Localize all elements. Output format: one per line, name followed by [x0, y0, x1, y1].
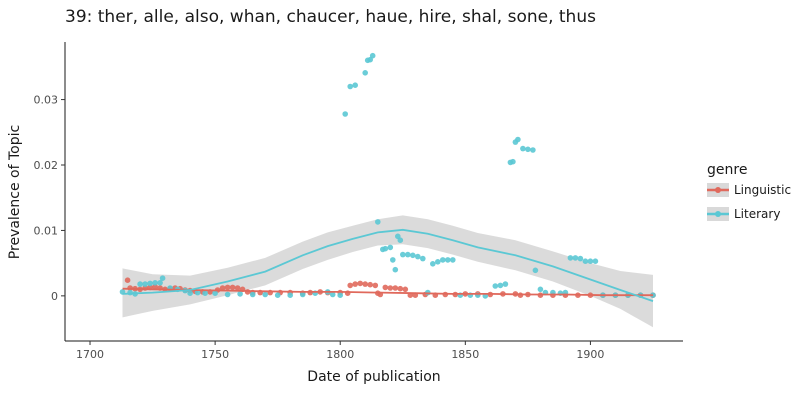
data-point-literary	[159, 275, 166, 282]
data-point-literary	[352, 82, 359, 88]
x-tick-label: 1700	[76, 348, 104, 361]
data-point-literary	[157, 280, 163, 286]
data-point-literary	[520, 145, 526, 152]
data-point-literary	[415, 253, 421, 260]
data-point-literary	[367, 56, 374, 63]
data-point-literary	[147, 280, 153, 287]
data-point-literary	[577, 255, 584, 262]
y-tick-label: 0.01	[34, 224, 59, 237]
data-point-linguistic	[124, 277, 131, 284]
data-point-linguistic	[367, 281, 374, 288]
data-point-literary	[337, 292, 344, 299]
data-point-literary	[202, 290, 208, 297]
data-point-literary	[532, 267, 539, 274]
data-point-literary	[142, 281, 148, 287]
data-point-literary	[525, 146, 531, 153]
x-tick-label: 1750	[201, 348, 229, 361]
data-point-literary	[572, 255, 579, 261]
data-point-literary	[400, 251, 406, 258]
data-point-literary	[329, 291, 336, 298]
data-point-literary	[342, 111, 349, 117]
data-point-literary	[582, 258, 589, 265]
data-point-literary	[249, 291, 256, 298]
legend-key-dot-linguistic	[715, 187, 721, 193]
data-point-literary	[347, 83, 354, 90]
data-point-literary	[212, 290, 218, 297]
data-point-literary	[497, 282, 504, 289]
data-point-literary	[224, 291, 231, 298]
data-point-literary	[274, 292, 281, 299]
y-tick-label: 0	[51, 290, 58, 303]
plot-area: 1700 1750 1800 1850 1900 0 0.01 0.02 0.03	[34, 42, 683, 361]
confidence-band-literary	[122, 215, 653, 328]
y-tick-label: 0.02	[34, 159, 59, 172]
data-point-literary	[515, 136, 521, 143]
data-point-linguistic	[357, 280, 364, 287]
data-point-literary	[492, 283, 499, 289]
data-point-literary	[537, 286, 544, 293]
data-point-linguistic	[152, 283, 158, 290]
legend: genre Linguistic Literary	[707, 162, 791, 221]
legend-key-dot-literary	[715, 211, 721, 217]
data-point-literary	[405, 251, 411, 258]
data-point-literary	[194, 289, 201, 296]
data-point-literary	[530, 147, 536, 153]
legend-label-linguistic: Linguistic	[734, 183, 791, 197]
data-point-linguistic	[392, 285, 399, 291]
data-point-literary	[420, 255, 426, 262]
data-point-literary	[237, 291, 243, 297]
data-point-literary	[152, 280, 158, 286]
data-point-linguistic	[347, 282, 354, 289]
data-point-literary	[362, 70, 369, 76]
legend-label-literary: Literary	[734, 207, 780, 221]
data-point-literary	[392, 266, 399, 273]
data-point-literary	[410, 252, 416, 259]
data-point-linguistic	[229, 284, 236, 291]
data-point-linguistic	[224, 284, 231, 291]
data-point-linguistic	[362, 281, 369, 287]
data-point-literary	[262, 291, 269, 298]
data-point-literary	[592, 258, 599, 265]
data-point-literary	[375, 219, 381, 225]
data-point-literary	[287, 292, 294, 299]
data-point-linguistic	[219, 285, 226, 291]
data-point-literary	[430, 261, 436, 267]
data-point-linguistic	[397, 285, 404, 292]
data-point-literary	[587, 258, 594, 265]
data-point-linguistic	[352, 281, 359, 287]
data-point-literary	[299, 291, 306, 298]
data-point-literary	[567, 255, 574, 261]
data-point-linguistic	[387, 285, 394, 291]
x-tick-label: 1900	[576, 348, 604, 361]
data-point-literary	[390, 257, 396, 263]
x-axis-title: Date of publication	[307, 369, 440, 385]
data-point-linguistic	[234, 285, 241, 291]
legend-title: genre	[707, 162, 747, 178]
data-point-literary	[440, 257, 446, 263]
data-point-literary	[510, 158, 516, 165]
data-point-linguistic	[402, 286, 409, 293]
data-point-literary	[445, 257, 451, 263]
chart-title: 39: ther, alle, also, whan, chaucer, hau…	[65, 7, 596, 27]
data-point-literary	[387, 244, 394, 251]
data-point-linguistic	[372, 282, 379, 289]
data-point-literary	[397, 237, 404, 243]
x-tick-label: 1800	[326, 348, 354, 361]
y-axis-title: Prevalence of Topic	[7, 125, 23, 259]
data-point-linguistic	[382, 284, 389, 291]
x-tick-label: 1850	[451, 348, 479, 361]
data-point-literary	[187, 290, 193, 297]
trend-line-linguistic	[122, 287, 653, 297]
data-point-literary	[369, 52, 376, 59]
data-point-literary	[502, 281, 509, 287]
y-tick-label: 0.03	[34, 94, 59, 107]
data-point-literary	[450, 257, 456, 263]
trend-line-literary	[122, 228, 654, 302]
data-point-literary	[382, 245, 389, 252]
data-point-literary	[435, 259, 441, 265]
data-point-literary	[137, 281, 143, 287]
